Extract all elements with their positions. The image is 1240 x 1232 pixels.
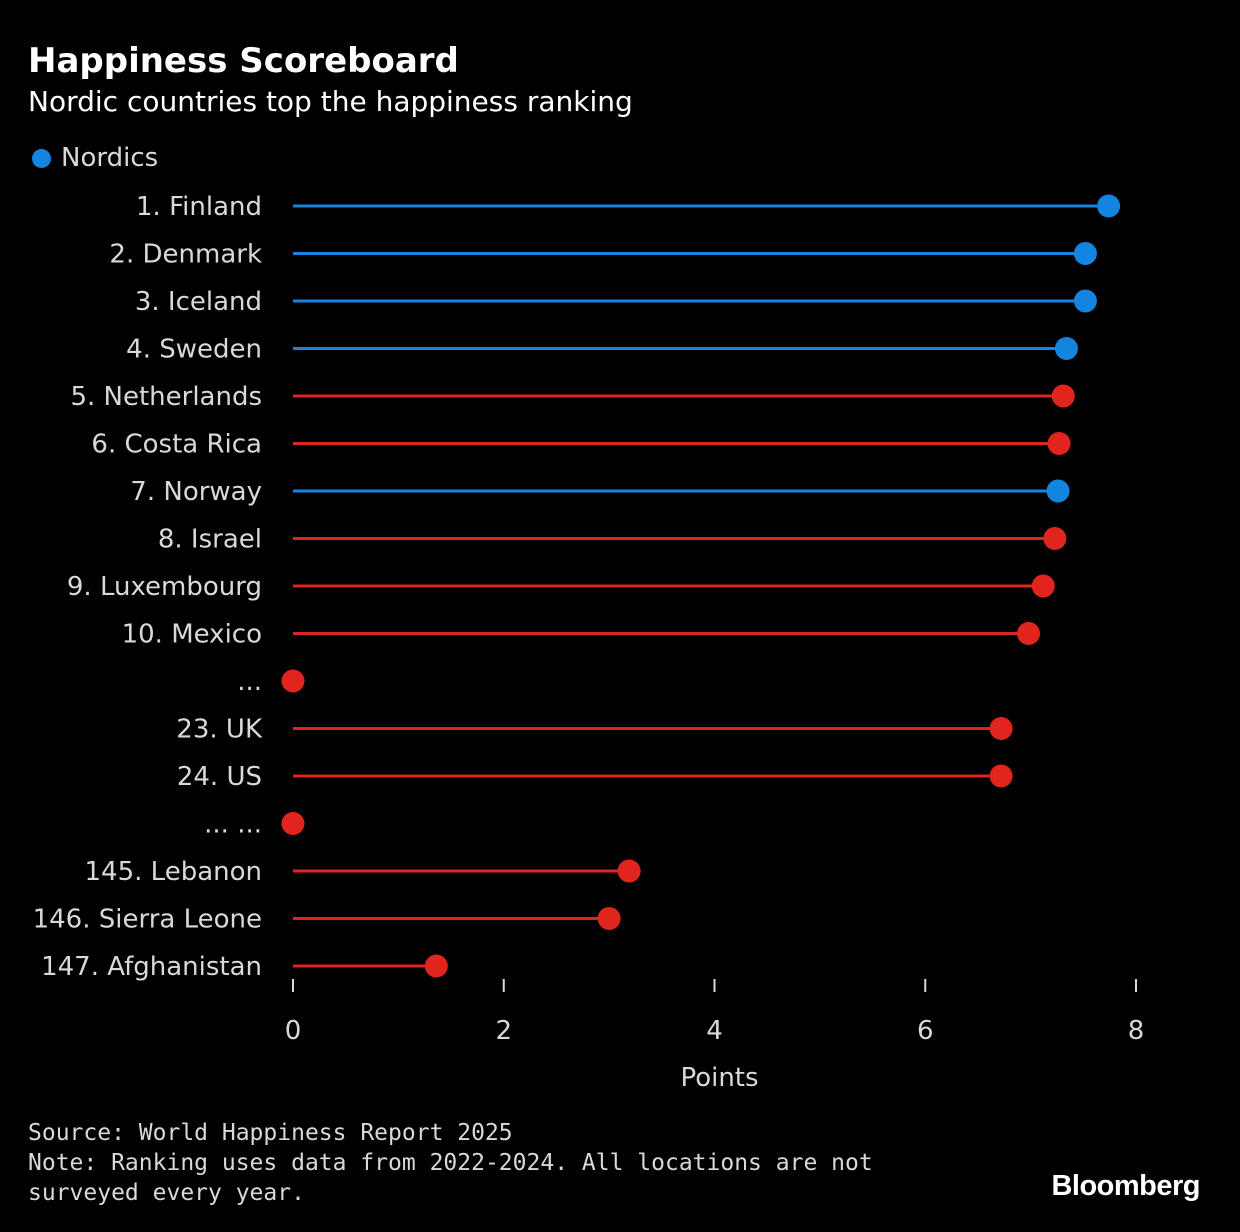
legend-label: Nordics (61, 143, 159, 173)
row-label: 147. Afghanistan (41, 952, 262, 982)
data-row: 145. Lebanon (85, 857, 641, 887)
row-dot (989, 717, 1013, 740)
data-row: 8. Israel (158, 525, 1067, 555)
note-text: Note: Ranking uses data from 2022-2024. … (28, 1150, 873, 1206)
row-label: 9. Luxembourg (67, 572, 262, 602)
row-label: 146. Sierra Leone (33, 905, 262, 935)
row-dot (1017, 622, 1041, 645)
row-dot (1073, 242, 1097, 265)
row-label: 1. Finland (136, 192, 262, 222)
row-dot (597, 907, 621, 930)
row-dot (989, 764, 1013, 788)
row-label: 10. Mexico (122, 620, 262, 650)
x-tick-label: 8 (1128, 1016, 1145, 1046)
data-row: ... ... (204, 810, 305, 840)
row-dot (424, 954, 448, 978)
row-dot (1043, 527, 1067, 550)
row-label: 7. Norway (130, 477, 262, 507)
row-label: 5. Netherlands (70, 382, 262, 412)
data-row: 23. UK (176, 715, 1013, 745)
row-dot (617, 859, 641, 883)
data-row: 147. Afghanistan (41, 952, 448, 982)
row-label: 2. Denmark (109, 240, 262, 270)
data-row: 9. Luxembourg (67, 572, 1055, 602)
chart-subtitle: Nordic countries top the happiness ranki… (28, 85, 633, 118)
bloomberg-logo: Bloomberg (1051, 1170, 1200, 1202)
x-tick-label: 2 (495, 1016, 512, 1046)
footer: Source: World Happiness Report 2025 Note… (28, 1118, 968, 1208)
data-row: 7. Norway (130, 477, 1070, 507)
row-label: 23. UK (176, 715, 263, 745)
row-dot (1046, 479, 1070, 503)
x-axis-label: Points (680, 1063, 758, 1093)
row-label: ... ... (204, 810, 262, 840)
row-dot (1097, 194, 1121, 218)
row-label: 145. Lebanon (85, 857, 262, 887)
row-dot (1051, 384, 1075, 408)
legend-dot-icon (32, 148, 51, 168)
data-row: 5. Netherlands (70, 382, 1075, 412)
lollipop-chart: 1. Finland 2. Denmark 3. Iceland 4. Sweden 5… (33, 192, 1145, 1093)
data-row: 4. Sweden (126, 335, 1078, 365)
data-row: 146. Sierra Leone (33, 905, 621, 935)
data-row: 6. Costa Rica (91, 430, 1071, 460)
x-tick-label: 4 (706, 1016, 723, 1046)
row-label: 4. Sweden (126, 335, 262, 365)
row-dot (1073, 289, 1097, 313)
row-label: 6. Costa Rica (91, 430, 262, 460)
legend: Nordics (32, 142, 158, 174)
source-text: Source: World Happiness Report 2025 (28, 1120, 513, 1146)
x-tick-label: 6 (917, 1016, 934, 1046)
data-row: 1. Finland (136, 192, 1121, 222)
row-dot (1054, 337, 1078, 360)
chart-title: Happiness Scoreboard (28, 41, 459, 81)
row-label: 8. Israel (158, 525, 262, 555)
data-row: 24. US (177, 762, 1013, 792)
data-row: ... (237, 667, 305, 697)
data-row: 3. Iceland (135, 287, 1097, 317)
row-dot (281, 669, 305, 693)
row-label: ... (237, 667, 262, 697)
x-tick-label: 0 (285, 1016, 302, 1046)
row-label: 3. Iceland (135, 287, 262, 317)
data-row: 10. Mexico (122, 620, 1041, 650)
row-dot (1047, 432, 1071, 455)
row-dot (1031, 574, 1055, 598)
data-row: 2. Denmark (109, 240, 1097, 270)
row-dot (281, 812, 305, 835)
row-label: 24. US (177, 762, 262, 792)
